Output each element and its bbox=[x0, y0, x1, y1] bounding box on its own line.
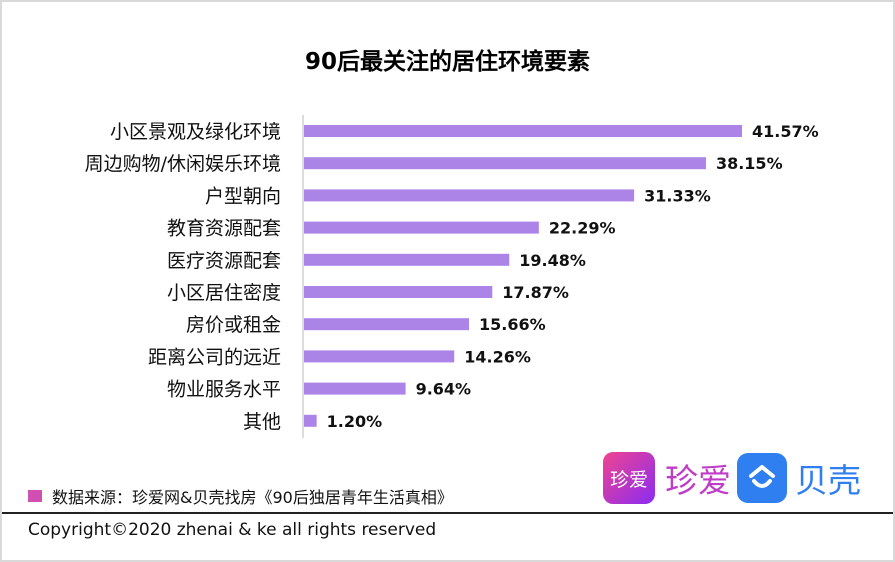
category-label: 医疗资源配套 bbox=[167, 250, 281, 272]
bar bbox=[304, 157, 706, 170]
category-label: 距离公司的远近 bbox=[148, 346, 281, 368]
category-label: 小区景观及绿化环境 bbox=[110, 121, 281, 143]
legend-swatch bbox=[28, 490, 42, 502]
bar bbox=[304, 350, 455, 363]
category-label: 周边购物/休闲娱乐环境 bbox=[85, 153, 281, 175]
value-label: 19.48% bbox=[519, 251, 586, 270]
bar bbox=[304, 125, 742, 137]
value-label: 15.66% bbox=[479, 315, 546, 334]
bar bbox=[304, 189, 635, 202]
category-label: 户型朝向 bbox=[205, 185, 281, 207]
beike-logo-icon bbox=[737, 453, 787, 503]
category-label: 其他 bbox=[243, 411, 281, 433]
zhenai-icon-text: 珍爱 bbox=[609, 468, 648, 491]
category-label: 房价或租金 bbox=[186, 314, 281, 336]
category-label: 教育资源配套 bbox=[167, 218, 281, 240]
value-label: 38.15% bbox=[716, 154, 783, 173]
bar-chart: 小区景观及绿化环境 41.57% 周边购物/休闲娱乐环境 38.15% 户型朝向 31.3… bbox=[85, 115, 819, 438]
footer-divider bbox=[2, 512, 893, 514]
bar bbox=[304, 286, 493, 298]
category-label: 小区居住密度 bbox=[167, 282, 281, 304]
value-label: 31.33% bbox=[644, 186, 711, 205]
legend-label: 数据来源：珍爱网&贝壳找房《90后独居青年生活真相》 bbox=[52, 488, 453, 507]
copyright: Copyright©2020 zhenai & ke all rights re… bbox=[28, 520, 437, 540]
bar bbox=[304, 318, 470, 331]
value-label: 14.26% bbox=[464, 347, 531, 366]
category-label: 物业服务水平 bbox=[167, 379, 281, 401]
beike-logo-text: 贝壳 bbox=[795, 461, 861, 500]
value-label: 41.57% bbox=[752, 122, 819, 141]
value-label: 22.29% bbox=[549, 219, 616, 238]
chart-title: 90后最关注的居住环境要素 bbox=[304, 49, 590, 75]
bar bbox=[304, 382, 406, 395]
bar bbox=[304, 253, 510, 266]
value-label: 1.20% bbox=[327, 412, 383, 431]
zhenai-logo-text: 珍爱 bbox=[665, 461, 731, 500]
bar bbox=[304, 414, 317, 427]
value-label: 9.64% bbox=[416, 380, 472, 399]
value-label: 17.87% bbox=[502, 283, 569, 302]
zhenai-logo-icon: 珍爱 bbox=[603, 452, 655, 504]
logos: 珍爱 珍爱 贝壳 bbox=[603, 452, 861, 504]
bar bbox=[304, 221, 539, 234]
legend: 数据来源：珍爱网&贝壳找房《90后独居青年生活真相》 bbox=[28, 484, 453, 508]
